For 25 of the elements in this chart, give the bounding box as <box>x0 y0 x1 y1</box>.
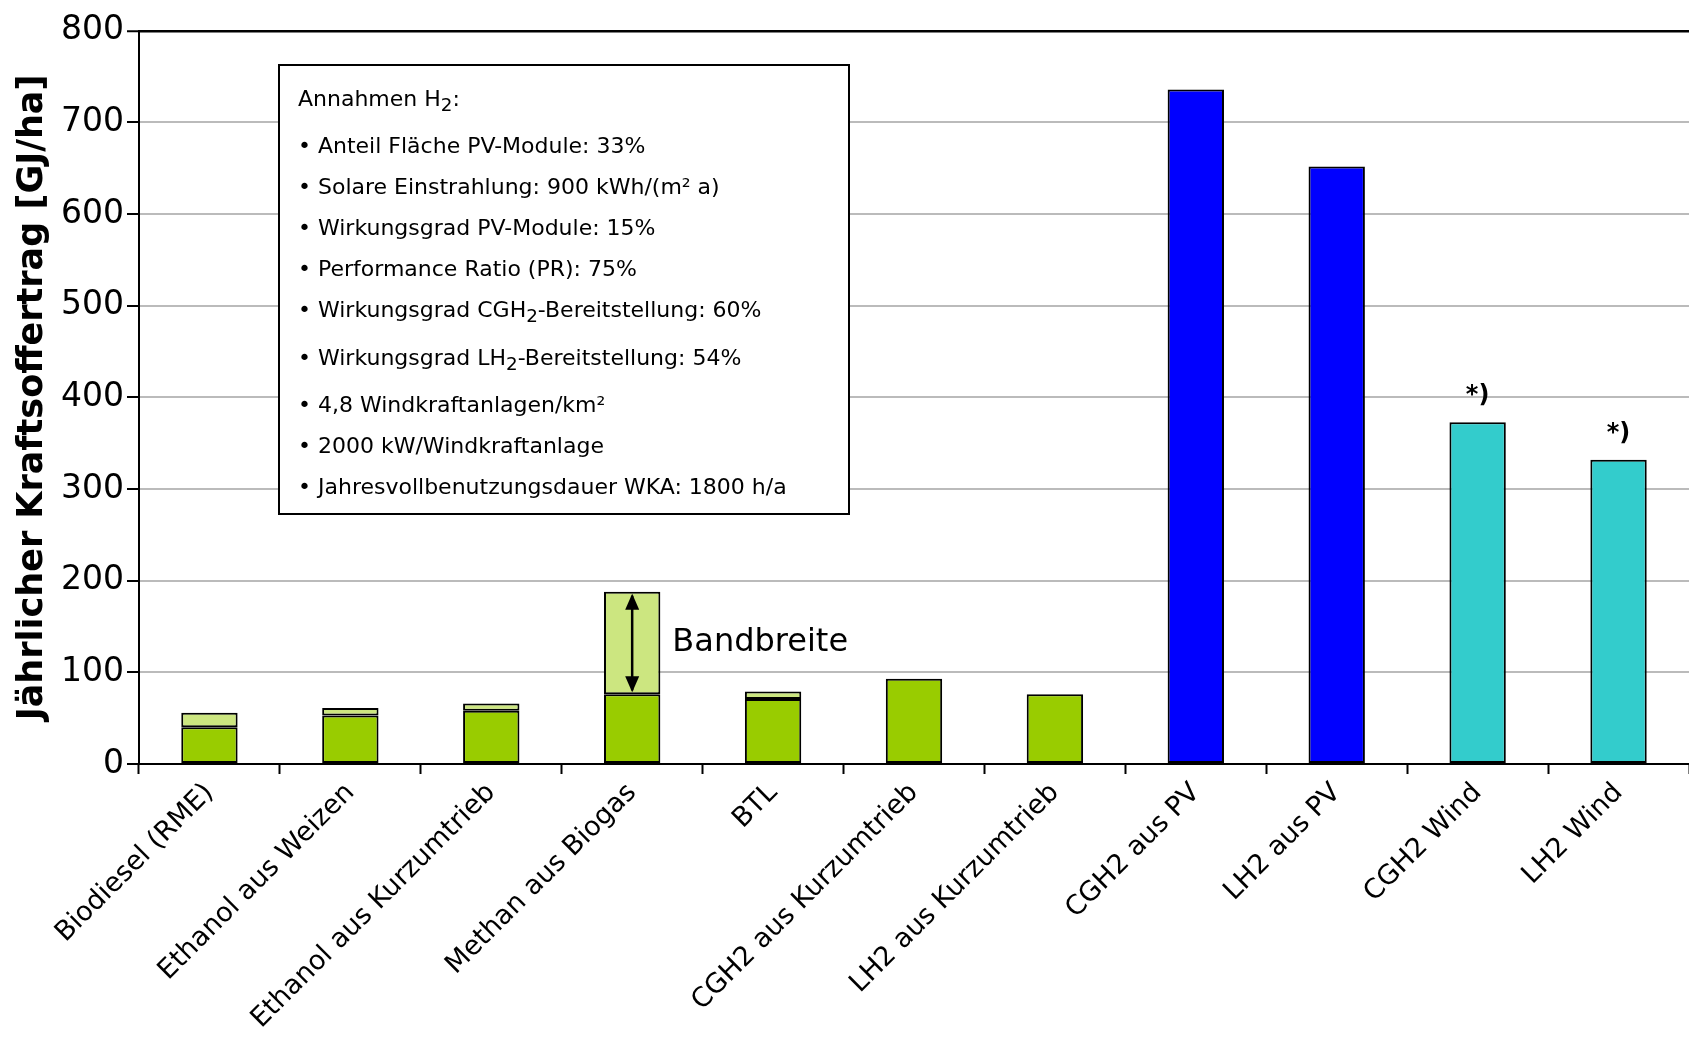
y-tick-label: 100 <box>60 649 124 689</box>
annotation: • 2000 kW/Windkraftanlage <box>298 432 605 461</box>
y-tick-label: 600 <box>60 191 124 231</box>
annotation: • Wirkungsgrad CGH$_{2}$-Bereitstellung: 60% <box>298 296 763 329</box>
y-tick-label: 0 <box>102 741 124 781</box>
y-tick-label: 400 <box>60 374 124 414</box>
y-tick-label: 200 <box>60 558 124 598</box>
annotation: *) <box>1606 417 1631 446</box>
y-tick-label: 500 <box>60 283 124 323</box>
annotation: • 4,8 Windkraftanlagen/km² <box>298 391 607 420</box>
annotation: Annahmen H$_{2}$: <box>298 85 461 118</box>
annotation: Bandbreite <box>672 621 849 660</box>
y-axis-title: Jährlicher Kraftsoffertrag [GJ/ha] <box>10 74 51 723</box>
x-tick-label: BTL <box>724 775 783 834</box>
annotation: • Anteil Fläche PV-Module: 33% <box>298 132 647 161</box>
annotation: • Jahresvollbenutzungsdauer WKA: 1800 h/a <box>298 473 788 502</box>
x-tick-label: LH2 aus PV <box>1216 775 1347 906</box>
annotation: *) <box>1465 380 1490 409</box>
y-tick-label: 300 <box>60 466 124 506</box>
y-tick-label: 700 <box>60 100 124 140</box>
annotation: • Solare Einstrahlung: 900 kWh/(m² a) <box>298 173 721 202</box>
y-tick-label: 800 <box>60 8 124 48</box>
annotation: • Performance Ratio (PR): 75% <box>298 255 638 284</box>
annotation: • Wirkungsgrad LH$_{2}$-Bereitstellung: 54% <box>298 343 743 377</box>
annotation: • Wirkungsgrad PV-Module: 15% <box>298 214 657 243</box>
